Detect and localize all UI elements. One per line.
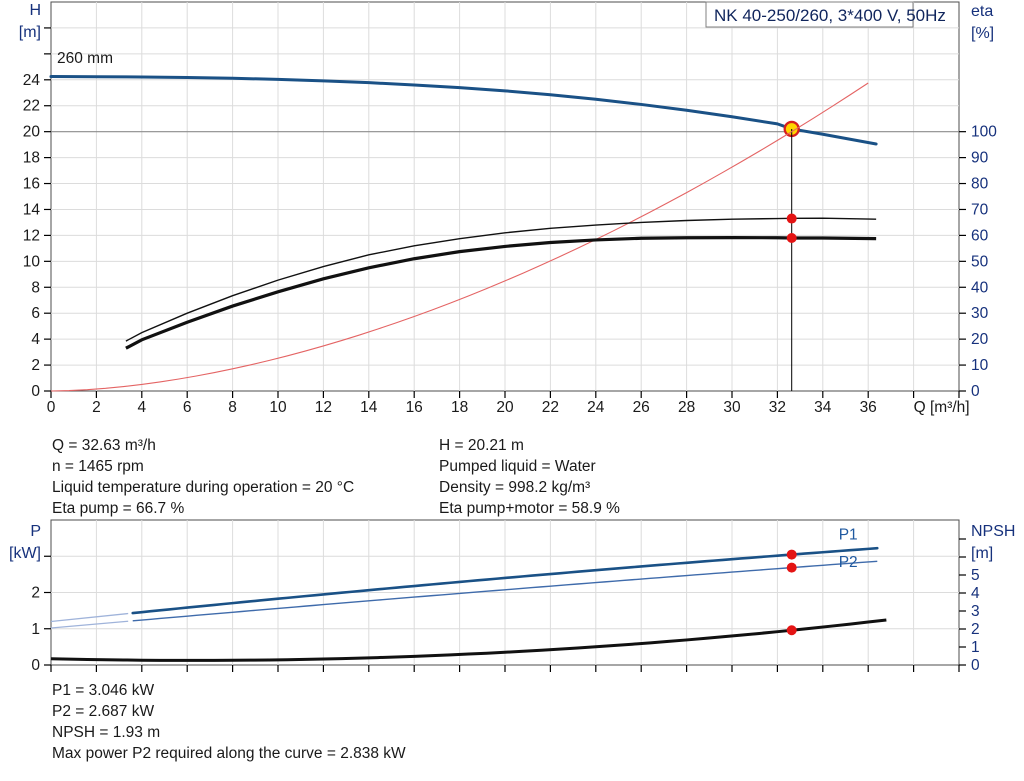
- svg-text:40: 40: [971, 279, 989, 296]
- svg-text:20: 20: [971, 331, 989, 348]
- svg-text:26: 26: [633, 399, 650, 416]
- svg-text:Q = 32.63 m³/h: Q = 32.63 m³/h: [52, 437, 156, 454]
- svg-text:0: 0: [971, 657, 980, 674]
- svg-text:0: 0: [31, 383, 40, 400]
- svg-text:8: 8: [228, 399, 237, 416]
- svg-text:24: 24: [23, 72, 41, 89]
- svg-text:NPSH: NPSH: [971, 523, 1015, 540]
- svg-text:P1: P1: [839, 526, 858, 543]
- svg-text:P1 = 3.046 kW: P1 = 3.046 kW: [52, 682, 154, 699]
- svg-text:50: 50: [971, 253, 989, 270]
- svg-text:36: 36: [860, 399, 877, 416]
- svg-text:2: 2: [971, 621, 980, 638]
- svg-text:1: 1: [971, 639, 980, 656]
- svg-text:24: 24: [587, 399, 605, 416]
- svg-text:eta: eta: [971, 3, 993, 20]
- svg-text:80: 80: [971, 176, 989, 193]
- svg-text:22: 22: [23, 98, 40, 115]
- svg-text:Eta pump+motor = 58.9 %: Eta pump+motor = 58.9 %: [439, 500, 620, 517]
- svg-text:2: 2: [31, 585, 40, 602]
- svg-text:70: 70: [971, 201, 989, 218]
- svg-text:[%]: [%]: [971, 25, 994, 42]
- svg-text:34: 34: [814, 399, 832, 416]
- svg-text:[m]: [m]: [19, 24, 41, 41]
- svg-text:8: 8: [31, 279, 40, 296]
- svg-text:10: 10: [23, 253, 41, 270]
- svg-text:14: 14: [360, 399, 378, 416]
- svg-text:0: 0: [31, 657, 40, 674]
- svg-text:60: 60: [971, 227, 989, 244]
- svg-text:22: 22: [542, 399, 559, 416]
- svg-text:16: 16: [23, 176, 40, 193]
- svg-text:20: 20: [496, 399, 514, 416]
- svg-text:Pumped liquid = Water: Pumped liquid = Water: [439, 458, 596, 475]
- svg-text:6: 6: [31, 305, 40, 322]
- svg-text:Max power P2 required along th: Max power P2 required along the curve = …: [52, 745, 406, 762]
- svg-text:2: 2: [92, 399, 101, 416]
- svg-text:10: 10: [971, 357, 989, 374]
- svg-text:16: 16: [406, 399, 423, 416]
- svg-text:18: 18: [451, 399, 468, 416]
- svg-text:0: 0: [971, 383, 980, 400]
- svg-text:P2: P2: [839, 554, 858, 571]
- svg-text:10: 10: [269, 399, 287, 416]
- svg-text:30: 30: [971, 305, 989, 322]
- svg-text:Liquid temperature during oper: Liquid temperature during operation = 20…: [52, 479, 354, 496]
- svg-text:0: 0: [47, 399, 56, 416]
- svg-text:260 mm: 260 mm: [57, 50, 113, 67]
- svg-text:12: 12: [23, 227, 40, 244]
- svg-text:Q [m³/h]: Q [m³/h]: [914, 399, 970, 416]
- svg-text:20: 20: [23, 124, 41, 141]
- svg-text:NK 40-250/260, 3*400 V, 50Hz: NK 40-250/260, 3*400 V, 50Hz: [714, 6, 946, 25]
- svg-text:4: 4: [971, 585, 980, 602]
- svg-text:NPSH = 1.93 m: NPSH = 1.93 m: [52, 724, 160, 741]
- svg-text:28: 28: [678, 399, 695, 416]
- svg-text:2: 2: [31, 357, 40, 374]
- svg-text:P2 = 2.687 kW: P2 = 2.687 kW: [52, 703, 154, 720]
- svg-text:12: 12: [315, 399, 332, 416]
- svg-text:P: P: [30, 523, 41, 540]
- svg-text:[m]: [m]: [971, 545, 993, 562]
- svg-text:3: 3: [971, 603, 980, 620]
- svg-text:Eta pump = 66.7 %: Eta pump = 66.7 %: [52, 500, 184, 517]
- svg-text:6: 6: [183, 399, 192, 416]
- svg-text:[kW]: [kW]: [9, 545, 41, 562]
- svg-text:18: 18: [23, 150, 40, 167]
- svg-text:14: 14: [23, 201, 41, 218]
- svg-text:90: 90: [971, 150, 989, 167]
- svg-text:4: 4: [31, 331, 40, 348]
- svg-text:n = 1465 rpm: n = 1465 rpm: [52, 458, 144, 475]
- svg-text:H = 20.21 m: H = 20.21 m: [439, 437, 524, 454]
- svg-text:5: 5: [971, 567, 980, 584]
- svg-text:30: 30: [723, 399, 741, 416]
- svg-text:100: 100: [971, 124, 997, 141]
- svg-text:4: 4: [137, 399, 146, 416]
- svg-text:H: H: [29, 2, 41, 19]
- svg-text:32: 32: [769, 399, 786, 416]
- svg-text:1: 1: [31, 621, 40, 638]
- svg-text:Density = 998.2 kg/m³: Density = 998.2 kg/m³: [439, 479, 590, 496]
